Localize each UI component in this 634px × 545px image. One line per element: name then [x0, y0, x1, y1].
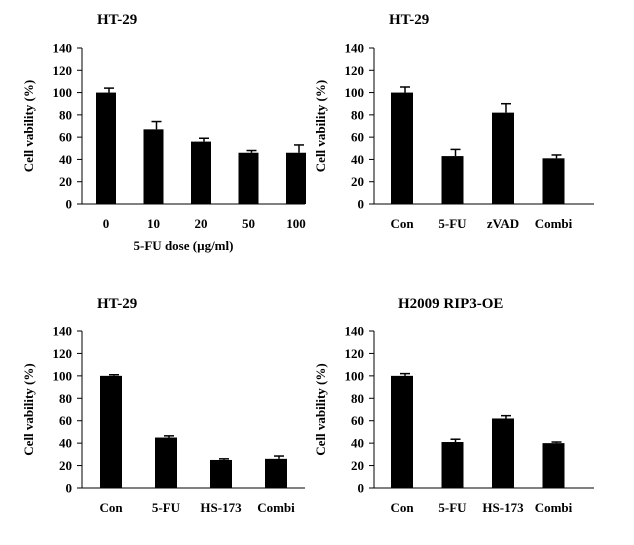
y-tick-label: 60 — [351, 130, 364, 145]
x-tick-label: 100 — [286, 216, 306, 231]
bar — [100, 375, 122, 488]
bar — [441, 156, 464, 204]
x-tick-label: Con — [390, 216, 414, 231]
bar — [391, 375, 413, 488]
bar — [441, 442, 464, 488]
x-tick-label: 5-FU — [438, 500, 467, 515]
y-axis-label: Cell vability (%) — [21, 363, 36, 455]
bar — [210, 459, 232, 488]
bar — [492, 112, 514, 204]
x-tick-label: Combi — [535, 500, 573, 515]
x-tick-label: 50 — [242, 216, 255, 231]
y-tick-label: 0 — [358, 197, 365, 212]
bar — [391, 92, 413, 204]
chart-panel-3: HT-29 0 20 40 60 80 100 120 140 Cell vability (%)… — [21, 296, 305, 515]
y-tick-label: 140 — [345, 41, 365, 56]
chart-title: HT-29 — [97, 296, 137, 312]
x-tick-label: HS-173 — [200, 500, 242, 515]
x-tick-label: Con — [390, 500, 414, 515]
y-tick-label: 140 — [53, 41, 73, 56]
y-axis-label: Cell vability (%) — [21, 80, 36, 172]
y-tick-label: 140 — [53, 324, 73, 339]
chart-title: HT-29 — [389, 12, 429, 28]
bar — [96, 92, 116, 204]
bar — [191, 141, 211, 204]
chart-title: HT-29 — [97, 12, 137, 28]
bar — [542, 443, 565, 488]
y-tick-label: 140 — [345, 324, 365, 339]
x-tick-label: 5-FU — [438, 216, 467, 231]
x-tick-label: Combi — [257, 500, 295, 515]
y-tick-label: 60 — [59, 413, 72, 428]
y-tick-label: 80 — [59, 391, 72, 406]
chart-panel-2: HT-29 0 20 40 60 80 100 120 140 Cell vability (%)… — [313, 12, 594, 231]
x-tick-label: 10 — [147, 216, 160, 231]
x-tick-label: zVAD — [487, 216, 519, 231]
y-tick-label: 100 — [53, 368, 73, 383]
y-tick-label: 0 — [66, 197, 73, 212]
x-axis-label: 5-FU dose (µg/ml) — [134, 238, 234, 253]
y-tick-label: 40 — [59, 152, 72, 167]
bar — [492, 418, 514, 488]
bar — [143, 129, 164, 204]
y-tick-label: 60 — [59, 130, 72, 145]
y-tick-label: 120 — [345, 63, 365, 78]
y-tick-label: 100 — [345, 85, 365, 100]
y-tick-label: 20 — [351, 174, 364, 189]
x-tick-label: 5-FU — [152, 500, 181, 515]
x-tick-label: Combi — [535, 216, 573, 231]
y-tick-label: 100 — [345, 368, 365, 383]
y-tick-label: 40 — [59, 436, 72, 451]
y-axis-label: Cell vability (%) — [313, 363, 328, 455]
bar — [286, 152, 306, 204]
bar — [238, 152, 259, 204]
y-tick-label: 80 — [351, 391, 364, 406]
y-tick-label: 20 — [59, 174, 72, 189]
y-tick-label: 40 — [351, 152, 364, 167]
x-tick-label: Con — [99, 500, 123, 515]
y-tick-label: 100 — [53, 85, 73, 100]
y-tick-label: 120 — [53, 346, 73, 361]
y-tick-label: 60 — [351, 413, 364, 428]
bar — [265, 458, 287, 488]
x-tick-label: HS-173 — [482, 500, 524, 515]
y-tick-label: 120 — [53, 63, 73, 78]
y-axis-label: Cell vability (%) — [313, 80, 328, 172]
chart-title: H2009 RIP3-OE — [398, 296, 503, 312]
y-tick-label: 40 — [351, 436, 364, 451]
chart-panel-4: H2009 RIP3-OE 0 20 40 60 80 100 120 140 Cell vabi… — [313, 296, 594, 515]
bar — [155, 437, 177, 488]
y-tick-label: 20 — [351, 458, 364, 473]
x-tick-label: 0 — [103, 216, 110, 231]
y-tick-label: 20 — [59, 458, 72, 473]
y-tick-label: 0 — [358, 481, 365, 496]
y-tick-label: 80 — [351, 107, 364, 122]
y-tick-label: 0 — [66, 481, 73, 496]
y-tick-label: 80 — [59, 107, 72, 122]
y-tick-label: 120 — [345, 346, 365, 361]
bar — [542, 158, 565, 204]
x-tick-label: 20 — [195, 216, 208, 231]
